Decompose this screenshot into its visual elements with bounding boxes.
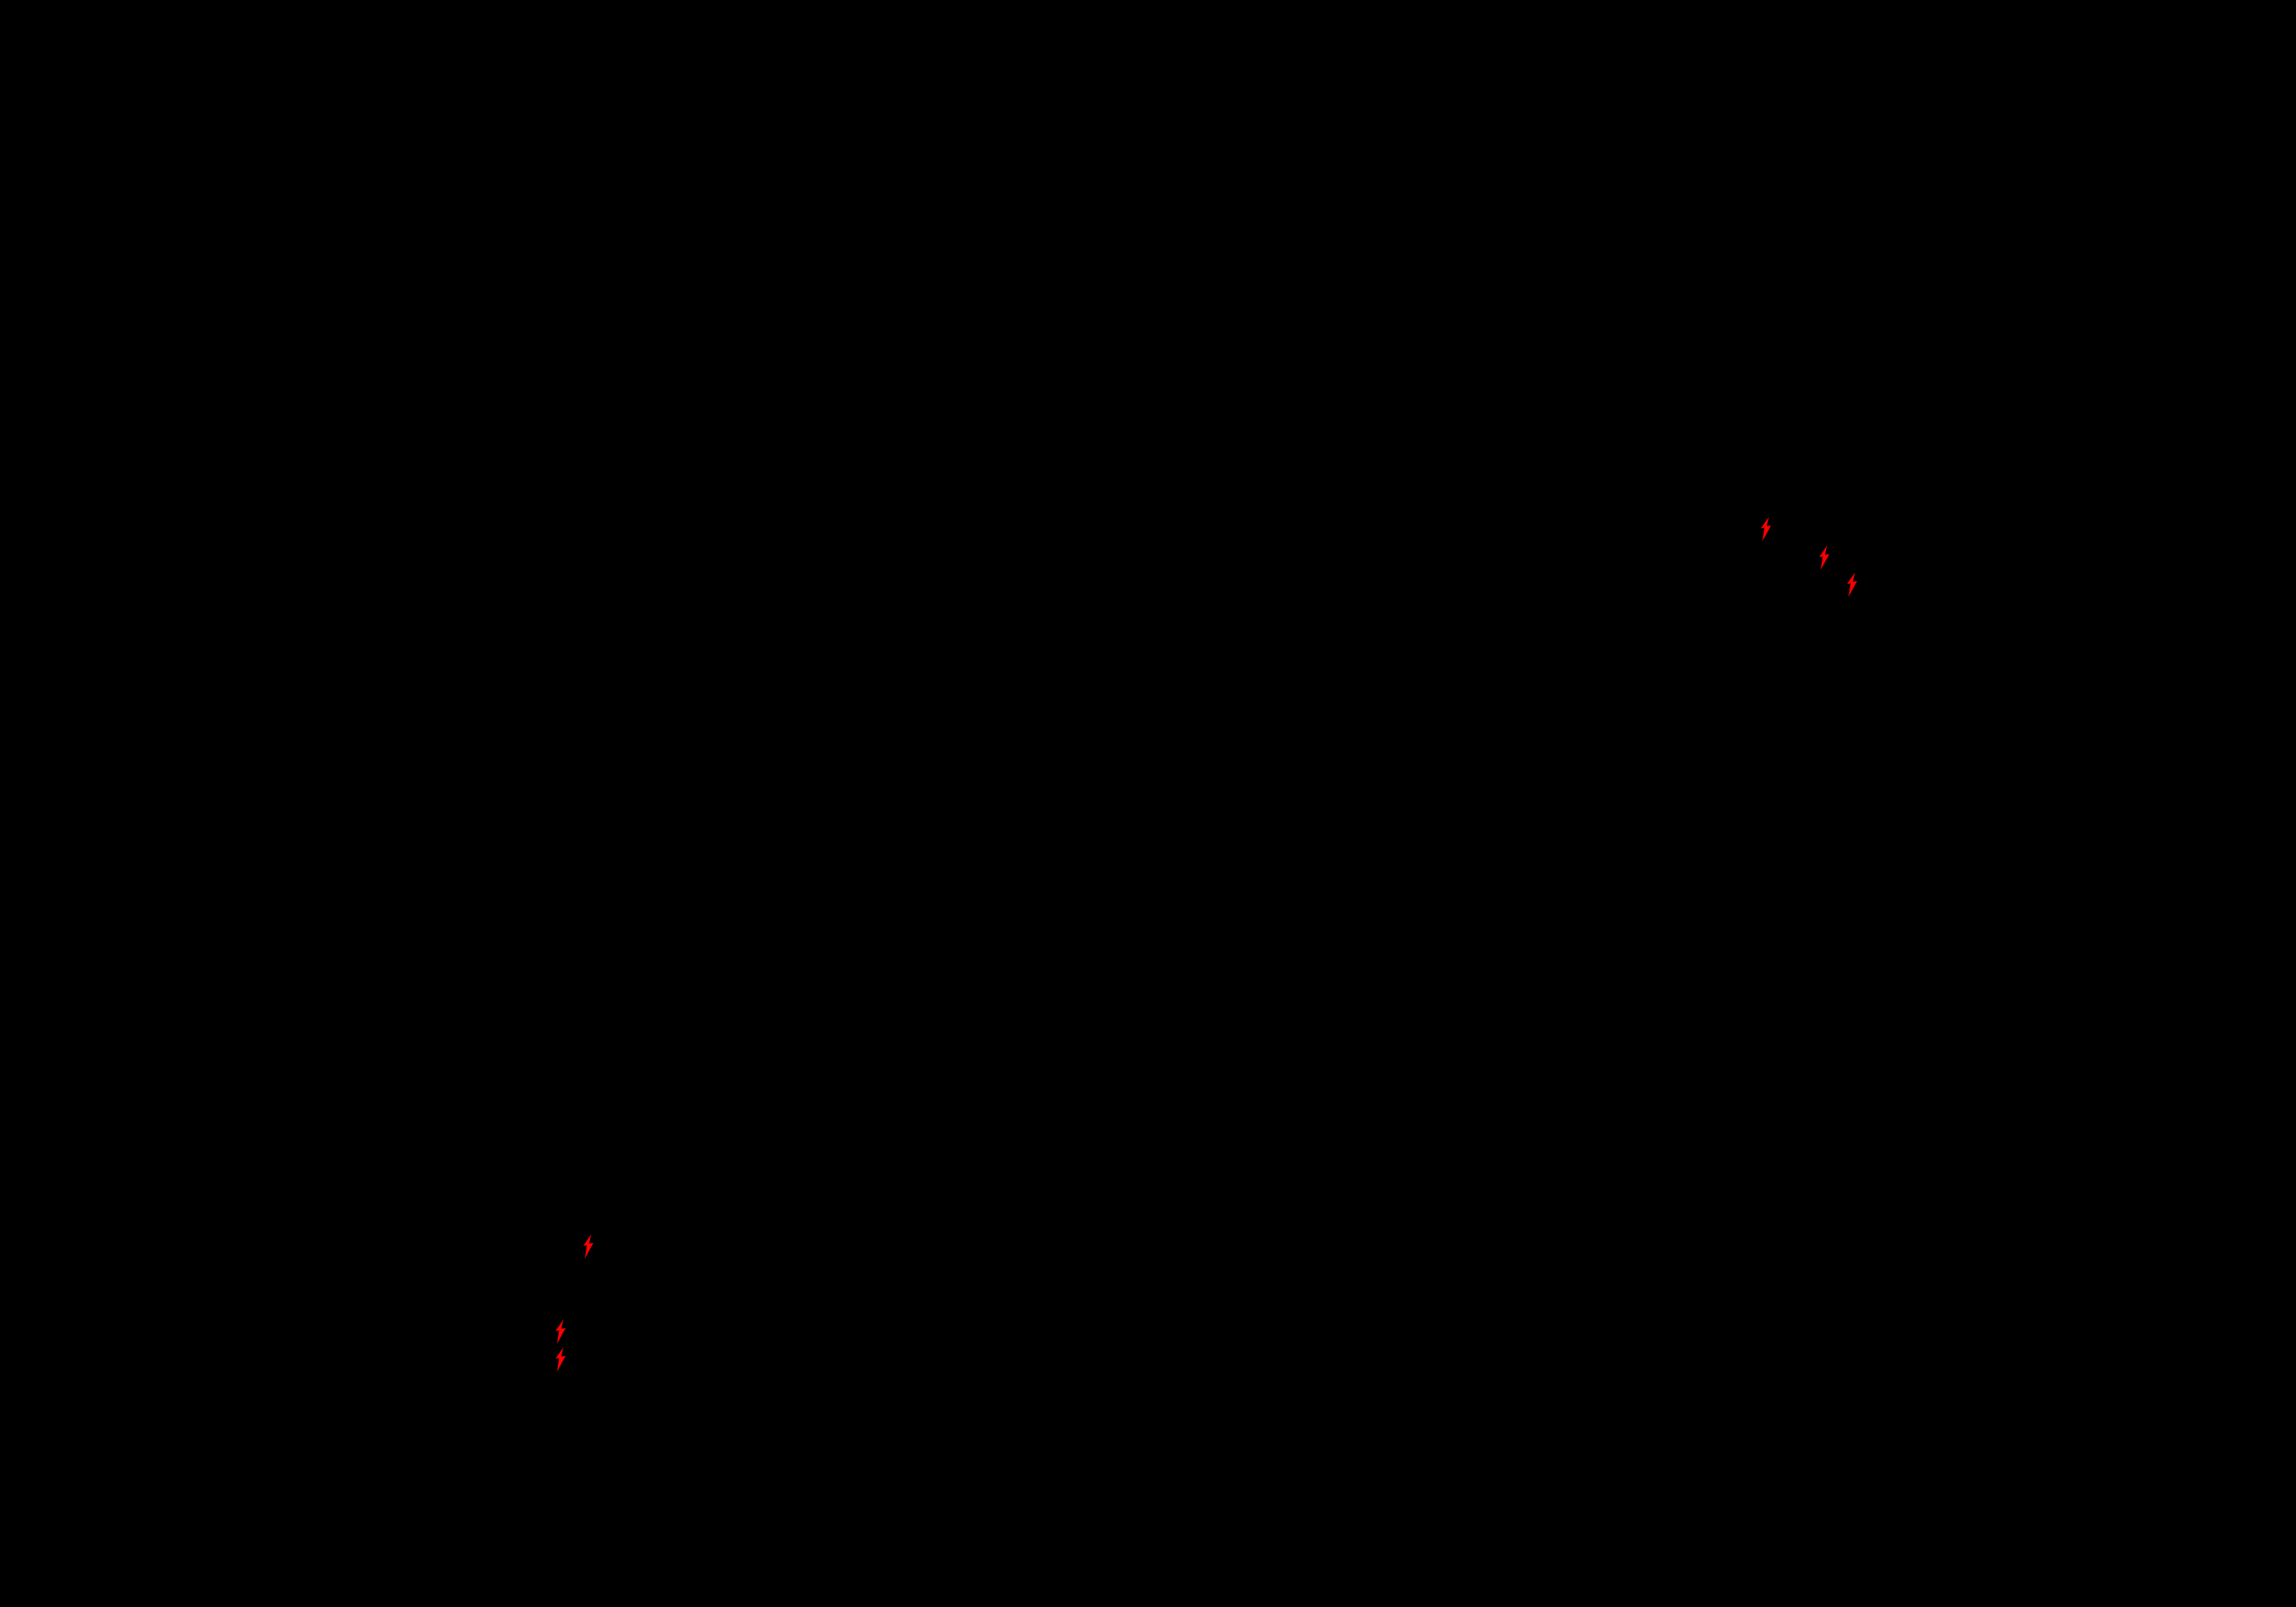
lightning-bolt-shape	[1761, 517, 1771, 542]
lightning-bolt-icon[interactable]	[1817, 545, 1831, 570]
lightning-bolt-icon[interactable]	[1759, 517, 1773, 542]
lightning-bolt-shape	[1847, 572, 1857, 597]
lightning-bolt-icon[interactable]	[553, 1319, 568, 1344]
lightning-bolt-shape	[1819, 545, 1830, 570]
lightning-bolt-icon[interactable]	[1845, 572, 1859, 597]
lightning-bolt-icon[interactable]	[553, 1347, 568, 1372]
lightning-bolt-icon[interactable]	[581, 1234, 596, 1259]
lightning-bolt-shape	[555, 1347, 566, 1372]
lightning-bolt-shape	[583, 1234, 594, 1259]
lightning-bolt-shape	[555, 1319, 566, 1344]
